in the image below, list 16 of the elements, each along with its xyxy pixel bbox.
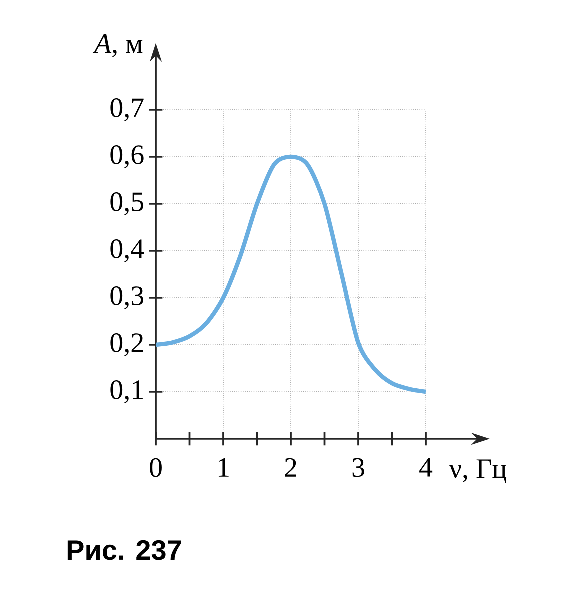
y-tick-label: 0,3 — [110, 286, 144, 310]
x-axis-title: ν, Гц — [449, 460, 507, 484]
y-tick-label: 0,1 — [110, 380, 143, 404]
x-tick-label: 0 — [150, 458, 162, 478]
x-tick-label: 3 — [352, 458, 364, 478]
y-tick-label: 0,7 — [110, 98, 144, 122]
line-series — [156, 154, 426, 394]
y-tick-label: 0,4 — [110, 240, 144, 262]
x-tick-label: 2 — [285, 458, 296, 477]
x-tick-label: 4 — [420, 458, 433, 477]
text: Рис. 237 — [68, 540, 182, 560]
y-tick-label: 0,5 — [110, 192, 144, 216]
y-tick-label: 0,6 — [110, 146, 144, 168]
y-tick-label: 0,2 — [110, 334, 144, 356]
y-axis-title: A, м — [92, 34, 143, 58]
x-tick-label: 1 — [218, 458, 229, 477]
